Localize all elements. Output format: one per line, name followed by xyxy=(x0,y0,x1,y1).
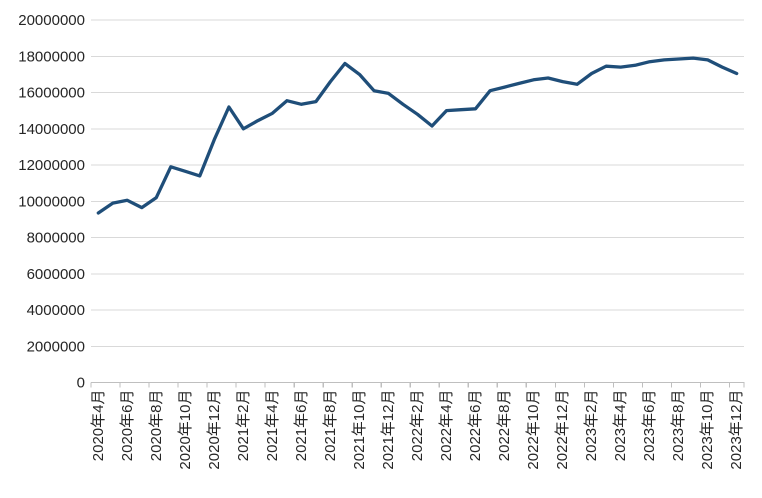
x-tick-label: 2021年6月 xyxy=(293,390,310,462)
x-tick-label: 2022年2月 xyxy=(409,390,426,462)
y-tick-label: 4000000 xyxy=(27,302,85,319)
x-tick-label: 2023年2月 xyxy=(583,390,600,462)
x-tick-label: 2021年4月 xyxy=(264,390,281,462)
x-tick-label: 2020年4月 xyxy=(90,390,107,462)
y-tick-label: 6000000 xyxy=(27,266,85,283)
x-tick-label: 2022年8月 xyxy=(496,389,513,461)
x-tick-label: 2023年4月 xyxy=(612,390,629,462)
x-tick-label: 2023年6月 xyxy=(641,390,658,462)
x-tick-label: 2020年10月 xyxy=(177,390,194,470)
x-tick-label: 2022年6月 xyxy=(467,390,484,462)
y-tick-label: 0 xyxy=(77,375,85,392)
x-tick-label: 2023年10月 xyxy=(699,390,716,470)
x-tick-label: 2020年6月 xyxy=(119,390,136,462)
x-tick-label: 2021年10月 xyxy=(351,390,368,470)
x-tick-label: 2022年4月 xyxy=(438,390,455,462)
x-tick-label: 2023年8月 xyxy=(670,390,687,462)
data-series-line xyxy=(96,56,739,215)
x-tick-label: 2021年8月 xyxy=(322,390,339,462)
x-tick-label: 2021年2月 xyxy=(235,390,252,462)
x-tick-label: 2023年12月 xyxy=(728,390,745,470)
y-tick-label: 8000000 xyxy=(27,230,85,247)
y-tick-label: 10000000 xyxy=(18,193,85,210)
x-tick-label: 2021年12月 xyxy=(380,390,397,470)
x-tick-label: 2020年12月 xyxy=(206,390,223,470)
y-tick-label: 12000000 xyxy=(18,157,85,174)
x-tick-label: 2020年8月 xyxy=(148,390,165,462)
y-tick-label: 2000000 xyxy=(27,338,85,355)
y-tick-label: 14000000 xyxy=(18,121,85,138)
y-tick-label: 20000000 xyxy=(18,12,85,29)
y-tick-label: 16000000 xyxy=(18,85,85,102)
x-tick-label: 2022年12月 xyxy=(554,390,571,470)
x-tick-label: 2022年10月 xyxy=(525,390,542,470)
y-tick-label: 18000000 xyxy=(18,48,85,65)
